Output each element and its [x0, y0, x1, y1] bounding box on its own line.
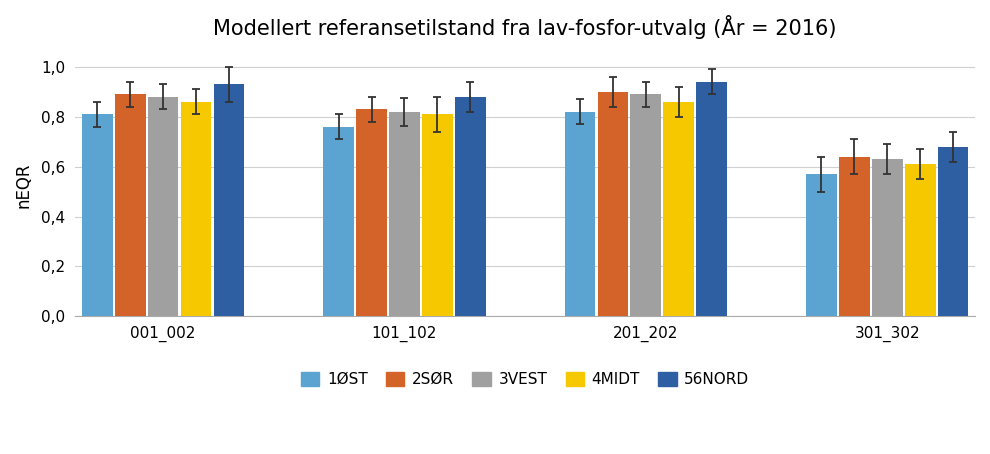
Text: 0: 0	[609, 297, 617, 310]
Text: 19: 19	[331, 297, 346, 310]
Text: 2: 2	[675, 297, 683, 310]
Text: 0: 0	[192, 297, 200, 310]
Bar	[631, 94, 661, 316]
Text: 4: 4	[576, 297, 584, 310]
Text: 0: 0	[642, 297, 649, 310]
Legend: 1ØST, 2SØR, 3VEST, 4MIDT, 56NORD: 1ØST, 2SØR, 3VEST, 4MIDT, 56NORD	[295, 366, 755, 393]
Bar	[180, 102, 211, 316]
Title: Modellert referansetilstand fra lav-fosfor-utvalg (År = 2016): Modellert referansetilstand fra lav-fosf…	[214, 15, 837, 39]
Text: 2: 2	[949, 297, 957, 310]
Bar	[214, 84, 245, 316]
Text: 0: 0	[225, 297, 233, 310]
Text: 8: 8	[401, 297, 409, 310]
Text: 4: 4	[708, 297, 716, 310]
Bar	[938, 147, 968, 316]
Bar	[148, 97, 178, 316]
Text: 2: 2	[434, 297, 442, 310]
Bar	[82, 114, 113, 316]
Text: 18: 18	[363, 297, 379, 310]
Bar	[872, 159, 903, 316]
Bar	[696, 82, 727, 316]
Text: 2: 2	[916, 297, 924, 310]
Bar	[324, 127, 354, 316]
Bar	[905, 164, 936, 316]
Bar	[422, 114, 452, 316]
Text: 0: 0	[850, 297, 858, 310]
Bar	[356, 109, 387, 316]
Text: 0: 0	[883, 297, 891, 310]
Bar	[455, 97, 486, 316]
Bar	[115, 94, 146, 316]
Text: 7: 7	[126, 297, 135, 310]
Text: 10: 10	[155, 297, 171, 310]
Bar	[389, 112, 420, 316]
Text: 19: 19	[462, 297, 478, 310]
Bar	[806, 174, 837, 316]
Bar	[663, 102, 694, 316]
Bar	[598, 92, 629, 316]
Bar	[839, 157, 869, 316]
Bar	[564, 112, 595, 316]
Text: 3: 3	[93, 297, 101, 310]
Y-axis label: nEQR: nEQR	[15, 163, 33, 208]
Text: 1: 1	[818, 297, 826, 310]
